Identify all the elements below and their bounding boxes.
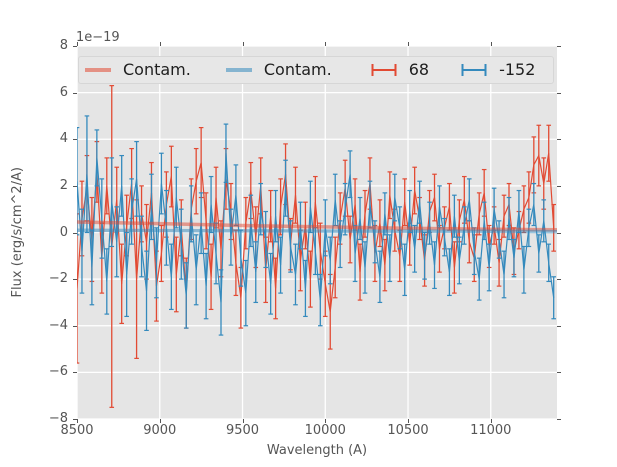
- y-tick-right: [557, 279, 561, 281]
- y-tick: [73, 419, 77, 420]
- legend-item: Contam.: [85, 57, 191, 83]
- y-tick-label: 0: [59, 224, 68, 240]
- y-tick-label: −8: [48, 411, 68, 426]
- contam-line: [77, 220, 557, 232]
- x-tick-label: 8500: [60, 423, 94, 438]
- x-tick: [408, 419, 410, 423]
- x-axis-label: Wavelength (A): [266, 443, 368, 458]
- x-tick-label: 10500: [387, 423, 429, 438]
- y-tick: [73, 372, 77, 374]
- x-tick-top: [77, 42, 78, 46]
- y-tick: [73, 325, 77, 327]
- y-tick: [73, 139, 77, 141]
- x-tick-top: [408, 42, 410, 46]
- y-axis-label-wrap: Flux (erg/s/cm^2/A): [8, 46, 26, 419]
- legend-errorbar-icon: [461, 64, 487, 76]
- x-tick-label: 9000: [143, 423, 177, 438]
- y-axis-label: Flux (erg/s/cm^2/A): [9, 167, 25, 298]
- y-tick-right: [557, 92, 561, 94]
- x-tick-top: [242, 42, 244, 46]
- y-tick-label: 2: [59, 177, 68, 193]
- y-tick-right: [557, 372, 561, 374]
- y-tick: [73, 92, 77, 94]
- x-tick-top: [490, 42, 492, 46]
- legend-line-swatch: [225, 68, 252, 72]
- y-axis-offset-text: 1e−19: [76, 30, 120, 45]
- legend-item: Contam.: [225, 57, 332, 83]
- y-tick-right: [557, 325, 561, 327]
- x-tick-label: 10000: [304, 423, 346, 438]
- plot-area: [77, 46, 557, 419]
- x-tick: [325, 419, 327, 423]
- y-tick-label: −2: [48, 271, 68, 287]
- y-tick-label: 6: [59, 84, 68, 100]
- legend-item-label: -152: [499, 60, 536, 79]
- errorbar-series: [77, 115, 556, 336]
- x-tick: [159, 419, 161, 423]
- y-tick-right: [557, 185, 561, 187]
- legend-item-label: Contam.: [123, 60, 191, 79]
- legend-item-label: Contam.: [263, 60, 332, 79]
- x-tick: [242, 419, 244, 423]
- x-tick: [490, 419, 492, 423]
- legend-item: 68: [371, 57, 429, 83]
- y-tick-label: −6: [48, 364, 68, 380]
- y-tick: [73, 279, 77, 281]
- y-tick: [73, 46, 77, 47]
- y-tick-right: [557, 46, 561, 47]
- y-tick-label: −4: [48, 317, 68, 333]
- y-tick-label: 8: [59, 38, 68, 53]
- y-tick-right: [557, 232, 561, 234]
- y-tick-right: [557, 419, 561, 420]
- contam-line: [77, 228, 557, 234]
- y-tick-label: 4: [59, 131, 68, 147]
- y-tick: [73, 185, 77, 187]
- y-tick: [73, 232, 77, 234]
- y-tick-right: [557, 139, 561, 141]
- legend-line-swatch: [85, 68, 111, 72]
- x-tick-label: 11000: [470, 423, 512, 438]
- legend-errorbar-icon: [371, 64, 397, 76]
- x-tick: [77, 419, 78, 423]
- x-tick-label: 9500: [225, 423, 260, 438]
- data-line: [77, 153, 555, 303]
- x-tick-top: [325, 42, 327, 46]
- chart-canvas: [77, 46, 557, 419]
- legend-item: -152: [461, 57, 535, 83]
- legend-item-label: 68: [408, 60, 430, 79]
- legend: Contam. Contam. 68 -152: [78, 56, 554, 84]
- x-tick-top: [159, 42, 161, 46]
